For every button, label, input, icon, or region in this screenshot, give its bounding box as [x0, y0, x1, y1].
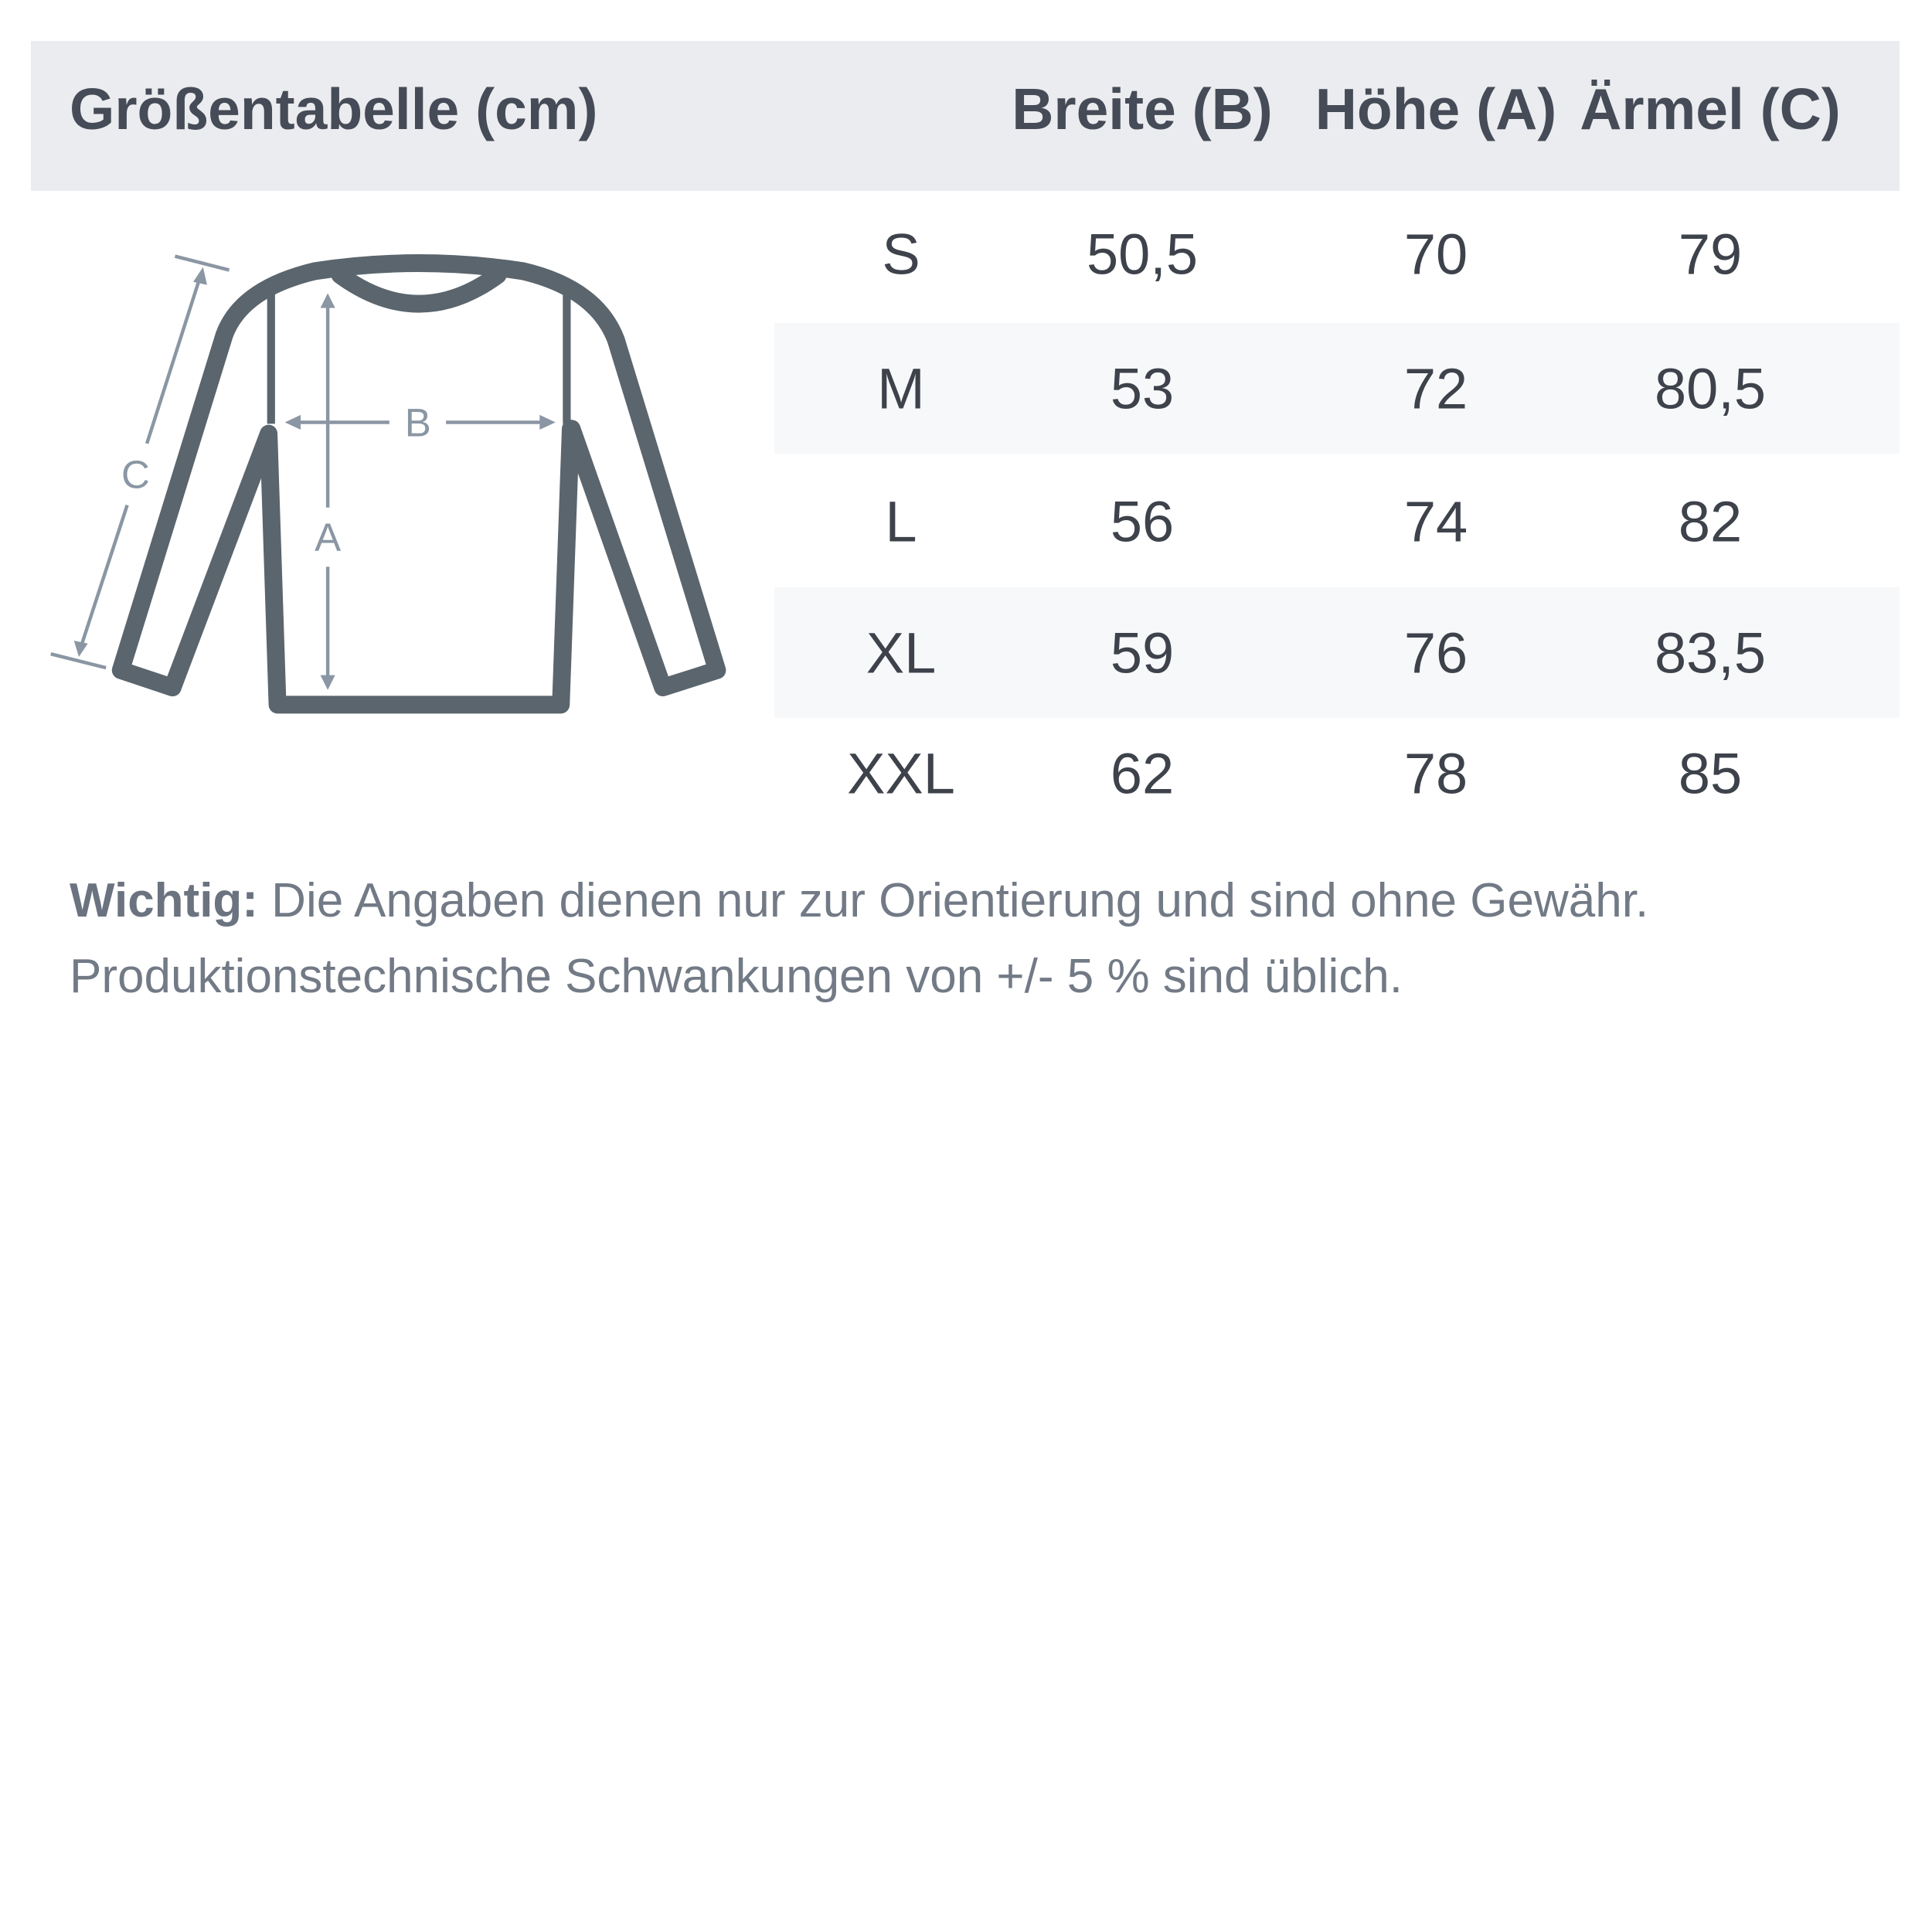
measure-label-c: C: [121, 452, 150, 496]
measure-label-b: B: [405, 400, 431, 444]
aermel-cell: 79: [1678, 222, 1743, 286]
size-cell: S: [882, 222, 920, 286]
aermel-cell: 83,5: [1654, 621, 1767, 685]
table-row: XL 59 76 83,5: [774, 587, 1900, 718]
page-title: Größentabelle (cm): [70, 77, 598, 141]
table-header: [31, 41, 1900, 191]
note-line-2: Produktionstechnische Schwankungen von +…: [70, 950, 1403, 1003]
table-row: XXL 62 78 85: [774, 708, 1900, 838]
breite-cell: 62: [1110, 741, 1175, 805]
table-row: L 56 74 82: [774, 456, 1900, 587]
table-row: M 53 72 80,5: [774, 323, 1900, 454]
breite-cell: 53: [1110, 356, 1175, 420]
hoehe-cell: 78: [1403, 741, 1468, 805]
hoehe-cell: 74: [1403, 489, 1468, 553]
measure-label-a: A: [315, 515, 341, 560]
breite-cell: 56: [1110, 489, 1175, 553]
column-header-breite: Breite (B): [1012, 77, 1273, 141]
aermel-cell: 80,5: [1654, 356, 1767, 420]
hoehe-cell: 70: [1403, 222, 1468, 286]
size-cell: L: [885, 489, 917, 553]
column-header-hoehe: Höhe (A): [1315, 77, 1557, 141]
column-header-aermel: Ärmel (C): [1580, 77, 1841, 141]
breite-cell: 50,5: [1086, 222, 1199, 286]
table-row: S 50,5 70 79: [774, 189, 1900, 319]
size-cell: XXL: [847, 741, 955, 805]
size-cell: XL: [866, 621, 937, 685]
long-sleeve-shirt-icon: A B C: [50, 254, 726, 714]
aermel-cell: 85: [1678, 741, 1743, 805]
note-label: Wichtig:: [70, 874, 258, 927]
note-line-1: Wichtig: Die Angaben dienen nur zur Orie…: [70, 873, 1648, 928]
hoehe-cell: 72: [1403, 356, 1468, 420]
hoehe-cell: 76: [1403, 621, 1468, 685]
note-text-1: Die Angaben dienen nur zur Orientierung …: [257, 874, 1649, 927]
size-cell: M: [877, 356, 925, 420]
breite-cell: 59: [1110, 621, 1175, 685]
aermel-cell: 82: [1678, 489, 1743, 553]
